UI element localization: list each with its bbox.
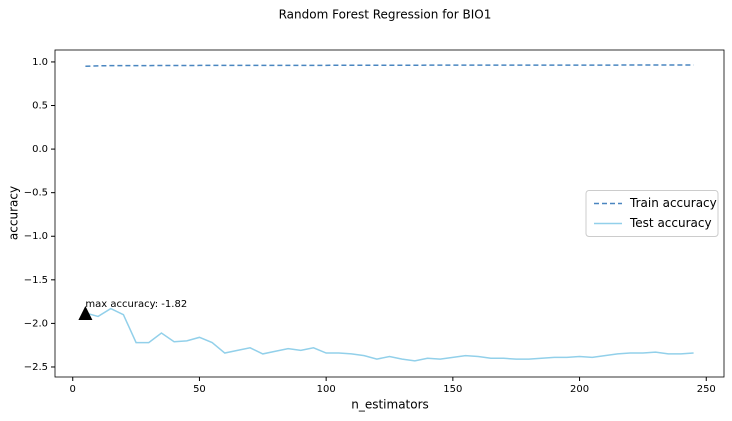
x-tick-label: 50: [193, 384, 206, 395]
y-tick-label: 0.5: [32, 101, 48, 112]
annotation-marker: [78, 305, 93, 320]
x-tick-label: 200: [570, 384, 589, 395]
data-line: [85, 307, 694, 362]
y-tick-label: −1.5: [24, 275, 48, 286]
data-line: [85, 64, 694, 68]
chart-title: Random Forest Regression for BIO1: [279, 8, 492, 22]
y-tick-label: 0.0: [32, 144, 48, 155]
y-tick-label: −0.5: [24, 188, 48, 199]
y-tick-label: −2.0: [24, 318, 48, 329]
x-axis-label: n_estimators: [351, 398, 429, 412]
x-tick-label: 250: [697, 384, 716, 395]
x-tick-label: 100: [317, 384, 336, 395]
x-tick-label: 150: [443, 384, 462, 395]
y-tick-label: −1.0: [24, 231, 48, 242]
x-tick-label: 0: [70, 384, 76, 395]
legend-label: Test accuracy: [629, 216, 712, 230]
annotation-text: max accuracy: -1.82: [85, 299, 187, 310]
y-tick-label: 1.0: [32, 57, 48, 68]
y-axis-label: accuracy: [7, 186, 21, 240]
plot-frame: [54, 49, 725, 378]
legend-label: Train accuracy: [629, 196, 717, 210]
y-tick-label: −2.5: [24, 362, 48, 373]
legend-box: [585, 190, 719, 237]
